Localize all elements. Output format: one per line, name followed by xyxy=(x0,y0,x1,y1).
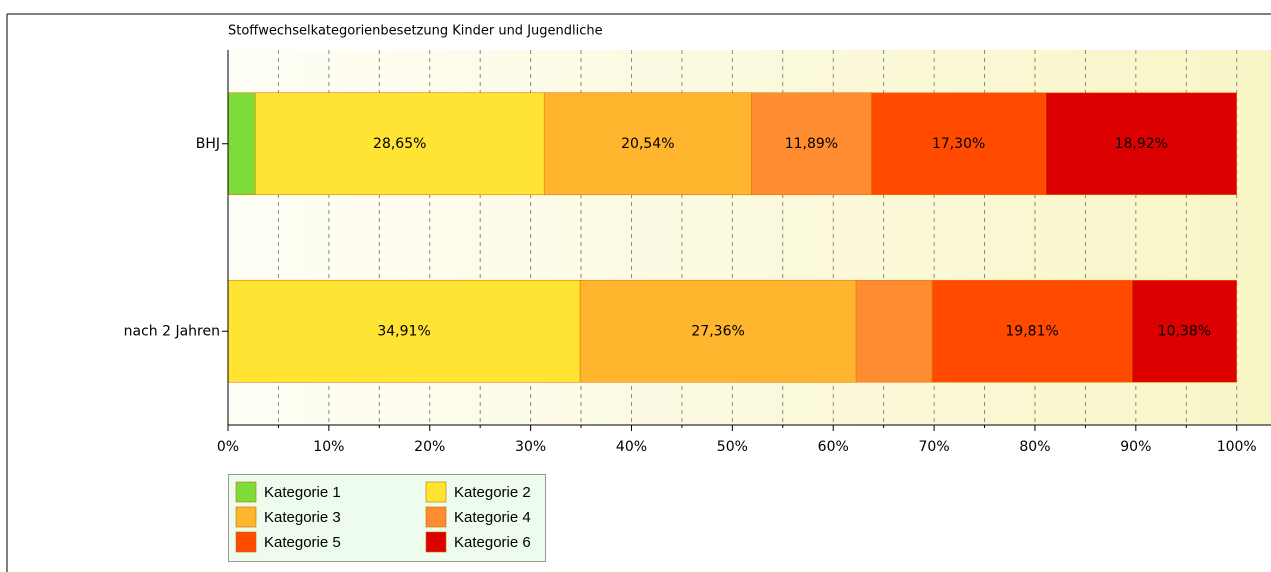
x-tick-label: 100% xyxy=(1217,439,1257,455)
bar-segment xyxy=(1045,92,1238,196)
legend-label: Kategorie 3 xyxy=(264,509,341,526)
y-tick-label: nach 2 Jahren xyxy=(124,323,220,339)
x-tick-label: 60% xyxy=(818,439,849,455)
data-label: 18,92% xyxy=(1115,136,1168,152)
chart-title: Stoffwechselkategorienbesetzung Kinder u… xyxy=(228,24,603,39)
data-label: 17,30% xyxy=(932,136,985,152)
bar-segment xyxy=(579,279,857,383)
bar-segment xyxy=(855,279,933,383)
x-tick-label: 90% xyxy=(1120,439,1151,455)
x-tick-label: 70% xyxy=(919,439,950,455)
data-label: 10,38% xyxy=(1158,323,1211,339)
bar-segment xyxy=(871,92,1047,196)
y-tick-label: BHJ xyxy=(196,136,220,152)
legend-swatch xyxy=(235,506,257,528)
legend-swatch xyxy=(235,531,257,553)
legend-swatch xyxy=(425,481,447,503)
bar-segment xyxy=(254,92,545,196)
data-label: 34,91% xyxy=(377,323,430,339)
x-tick-label: 30% xyxy=(515,439,546,455)
x-tick-label: 80% xyxy=(1019,439,1050,455)
bar-segment xyxy=(227,92,256,196)
legend-box xyxy=(228,474,546,562)
data-label: 19,81% xyxy=(1005,323,1058,339)
x-tick-label: 10% xyxy=(313,439,344,455)
bar-segment xyxy=(543,92,752,196)
x-tick-label: 50% xyxy=(717,439,748,455)
bar-segment xyxy=(1131,279,1238,383)
legend-swatch xyxy=(425,531,447,553)
data-label: 28,65% xyxy=(373,136,426,152)
x-tick-label: 40% xyxy=(616,439,647,455)
data-label: 20,54% xyxy=(621,136,674,152)
x-tick-label: 20% xyxy=(414,439,445,455)
bar-segment xyxy=(931,279,1133,383)
x-tick-label: 0% xyxy=(217,439,239,455)
legend-label: Kategorie 4 xyxy=(454,509,531,526)
legend-swatch xyxy=(235,481,257,503)
legend-label: Kategorie 2 xyxy=(454,484,531,501)
data-label: 11,89% xyxy=(785,136,838,152)
legend-label: Kategorie 5 xyxy=(264,534,341,551)
bar-segment xyxy=(751,92,872,196)
legend-label: Kategorie 1 xyxy=(264,484,341,501)
data-label: 27,36% xyxy=(691,323,744,339)
legend-label: Kategorie 6 xyxy=(454,534,531,551)
legend-swatch xyxy=(425,506,447,528)
